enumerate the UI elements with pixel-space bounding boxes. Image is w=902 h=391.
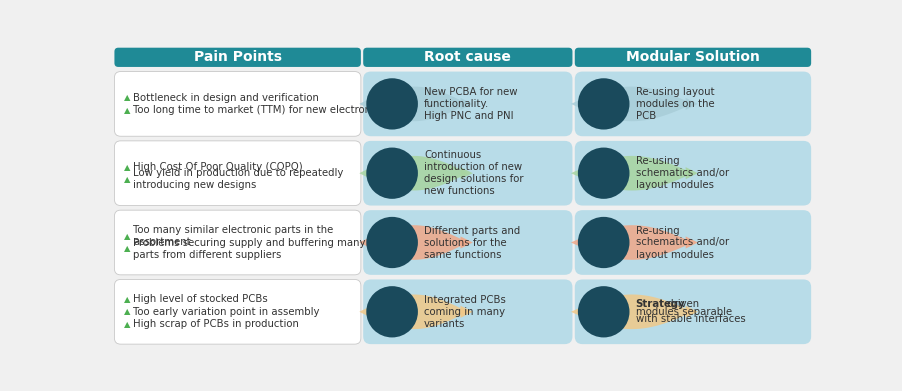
Circle shape — [366, 286, 418, 337]
Text: Different parts and
solutions for the
same functions: Different parts and solutions for the sa… — [424, 226, 520, 260]
FancyBboxPatch shape — [363, 141, 572, 206]
Circle shape — [366, 147, 418, 199]
Text: High level of stocked PCBs: High level of stocked PCBs — [133, 294, 268, 305]
Circle shape — [366, 217, 418, 268]
Polygon shape — [460, 98, 472, 110]
FancyBboxPatch shape — [363, 72, 572, 136]
Text: driven: driven — [664, 299, 698, 309]
Circle shape — [366, 78, 418, 129]
FancyBboxPatch shape — [575, 72, 810, 136]
Text: Modular Solution: Modular Solution — [625, 50, 759, 64]
Text: Low yield in production due to repeatedly
introducing new designs: Low yield in production due to repeatedl… — [133, 169, 343, 190]
Polygon shape — [685, 237, 697, 249]
Circle shape — [577, 217, 629, 268]
Polygon shape — [570, 225, 692, 260]
Text: Problems securing supply and buffering many
parts from different suppliers: Problems securing supply and buffering m… — [133, 238, 365, 260]
Polygon shape — [359, 86, 467, 121]
Text: ▲: ▲ — [124, 232, 130, 241]
FancyBboxPatch shape — [363, 280, 572, 344]
Text: ▲: ▲ — [124, 175, 130, 184]
Text: ▲: ▲ — [124, 244, 130, 253]
FancyBboxPatch shape — [115, 141, 361, 206]
Polygon shape — [359, 294, 467, 329]
Text: Re-using
schematics and/or
layout modules: Re-using schematics and/or layout module… — [635, 226, 728, 260]
Polygon shape — [685, 98, 697, 110]
FancyBboxPatch shape — [575, 210, 810, 275]
FancyBboxPatch shape — [115, 48, 361, 67]
Text: ▲: ▲ — [124, 319, 130, 328]
FancyBboxPatch shape — [575, 280, 810, 344]
Text: modules separable: modules separable — [635, 307, 731, 317]
Polygon shape — [570, 294, 692, 329]
Text: Pain Points: Pain Points — [193, 50, 281, 64]
Polygon shape — [460, 167, 472, 179]
Polygon shape — [685, 306, 697, 318]
Text: Continuous
introduction of new
design solutions for
new functions: Continuous introduction of new design so… — [424, 150, 523, 196]
Polygon shape — [570, 86, 692, 121]
Text: Re-using layout
modules on the
PCB: Re-using layout modules on the PCB — [635, 87, 713, 121]
Polygon shape — [685, 167, 697, 179]
Text: Too many similar electronic parts in the
assortment: Too many similar electronic parts in the… — [133, 225, 333, 248]
FancyBboxPatch shape — [115, 280, 361, 344]
Circle shape — [577, 147, 629, 199]
Circle shape — [577, 286, 629, 337]
Polygon shape — [359, 225, 467, 260]
Text: High Cost Of Poor Quality (COPQ): High Cost Of Poor Quality (COPQ) — [133, 162, 302, 172]
Circle shape — [577, 78, 629, 129]
FancyBboxPatch shape — [115, 210, 361, 275]
Polygon shape — [460, 306, 472, 318]
Text: High scrap of PCBs in production: High scrap of PCBs in production — [133, 319, 299, 329]
FancyBboxPatch shape — [575, 141, 810, 206]
Text: New PCBA for new
functionality.
High PNC and PNI: New PCBA for new functionality. High PNC… — [424, 87, 517, 121]
Text: with stable interfaces: with stable interfaces — [635, 314, 745, 325]
Text: Re-using
schematics and/or
layout modules: Re-using schematics and/or layout module… — [635, 156, 728, 190]
FancyBboxPatch shape — [115, 72, 361, 136]
Text: ▲: ▲ — [124, 93, 130, 102]
Text: ▲: ▲ — [124, 295, 130, 304]
FancyBboxPatch shape — [363, 48, 572, 67]
Text: Too early variation point in assembly: Too early variation point in assembly — [133, 307, 319, 317]
Text: Integrated PCBs
coming in many
variants: Integrated PCBs coming in many variants — [424, 295, 505, 329]
Text: Too long time to market (TTM) for new electronics: Too long time to market (TTM) for new el… — [133, 105, 384, 115]
Text: Strategy: Strategy — [635, 299, 685, 309]
FancyBboxPatch shape — [363, 210, 572, 275]
Text: ▲: ▲ — [124, 106, 130, 115]
Polygon shape — [359, 156, 467, 190]
Polygon shape — [570, 156, 692, 190]
Text: Root cause: Root cause — [424, 50, 511, 64]
Text: ▲: ▲ — [124, 307, 130, 316]
Text: ▲: ▲ — [124, 163, 130, 172]
Polygon shape — [460, 237, 472, 249]
FancyBboxPatch shape — [575, 48, 810, 67]
Text: Bottleneck in design and verification: Bottleneck in design and verification — [133, 93, 318, 103]
